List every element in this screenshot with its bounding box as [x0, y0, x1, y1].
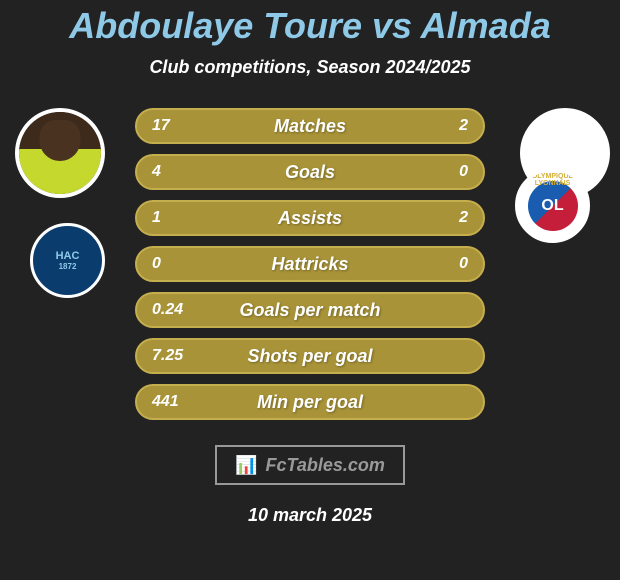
stat-row-goals-per-match: 0.24 Goals per match [135, 292, 485, 328]
stat-label: Min per goal [212, 392, 408, 413]
page-subtitle: Club competitions, Season 2024/2025 [149, 57, 470, 78]
club-logo-right: OLYMPIQUE LYONNAIS OL [515, 168, 590, 243]
main-container: Abdoulaye Toure vs Almada Club competiti… [0, 0, 620, 580]
club-logo-left: HAC 1872 [30, 223, 105, 298]
stat-row-matches: 17 Matches 2 [135, 108, 485, 144]
stat-label: Hattricks [212, 254, 408, 275]
stat-row-assists: 1 Assists 2 [135, 200, 485, 236]
main-content: HAC 1872 OLYMPIQUE LYONNAIS OL 17 Matche… [0, 108, 620, 420]
stat-label: Goals per match [212, 300, 408, 321]
stat-right-value: 0 [408, 163, 468, 181]
stat-left-value: 441 [152, 393, 212, 411]
stat-left-value: 17 [152, 117, 212, 135]
stat-right-value: 2 [408, 209, 468, 227]
stat-left-value: 0 [152, 255, 212, 273]
stat-left-value: 4 [152, 163, 212, 181]
date-text: 10 march 2025 [248, 505, 372, 526]
stat-row-shots-per-goal: 7.25 Shots per goal [135, 338, 485, 374]
stat-label: Shots per goal [212, 346, 408, 367]
stat-row-goals: 4 Goals 0 [135, 154, 485, 190]
stat-label: Assists [212, 208, 408, 229]
stat-right-value: 0 [408, 255, 468, 273]
avatar-placeholder-left [19, 112, 101, 194]
stat-row-min-per-goal: 441 Min per goal [135, 384, 485, 420]
player-avatar-left [15, 108, 105, 198]
club-lyon-icon: OLYMPIQUE LYONNAIS OL [518, 171, 587, 240]
watermark-text: FcTables.com [266, 455, 385, 476]
page-title: Abdoulaye Toure vs Almada [69, 5, 550, 47]
club-hac-year: 1872 [59, 262, 77, 271]
watermark-box: 📊 FcTables.com [215, 445, 405, 485]
stat-label: Matches [212, 116, 408, 137]
player-face-icon [19, 112, 101, 194]
club-hac-text: HAC [56, 250, 80, 262]
stat-left-value: 1 [152, 209, 212, 227]
stat-left-value: 0.24 [152, 301, 212, 319]
chart-icon: 📊 [235, 455, 257, 476]
stat-right-value: 2 [408, 117, 468, 135]
club-lyon-label: OLYMPIQUE LYONNAIS [518, 173, 587, 187]
stat-left-value: 7.25 [152, 347, 212, 365]
stat-label: Goals [212, 162, 408, 183]
stats-column: 17 Matches 2 4 Goals 0 1 Assists 2 0 Hat… [135, 108, 485, 420]
stat-row-hattricks: 0 Hattricks 0 [135, 246, 485, 282]
club-hac-icon: HAC 1872 [33, 226, 102, 295]
club-lyon-badge: OL [528, 181, 578, 231]
